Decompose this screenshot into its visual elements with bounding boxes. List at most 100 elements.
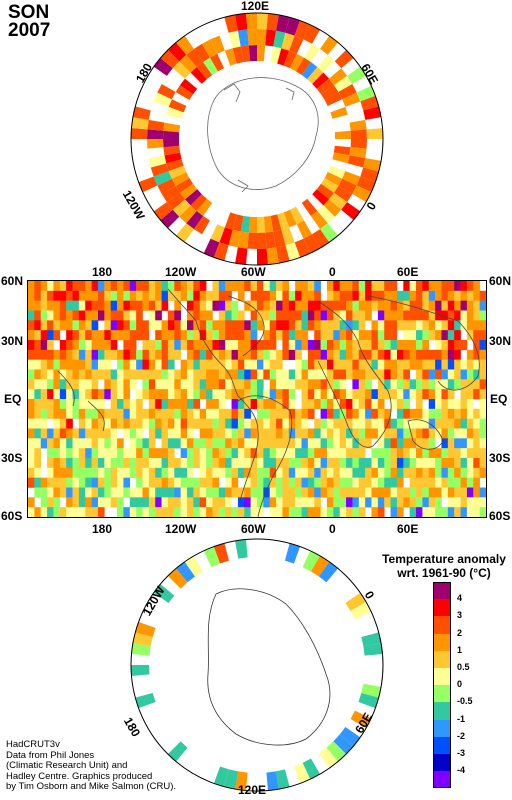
grid-cell xyxy=(193,379,201,390)
legend-swatch xyxy=(433,650,451,668)
grid-cell xyxy=(167,281,175,292)
grid-cell xyxy=(358,487,366,498)
grid-cell xyxy=(326,389,334,400)
grid-cell xyxy=(212,418,220,429)
grid-cell xyxy=(206,340,213,351)
grid-cell xyxy=(257,477,264,488)
grid-cell xyxy=(66,310,73,321)
grid-cell xyxy=(314,349,321,360)
grid-cell xyxy=(377,418,385,429)
grid-cell xyxy=(142,477,150,488)
grid-cell xyxy=(428,448,436,459)
grid-cell xyxy=(441,310,449,321)
grid-cell xyxy=(326,487,334,498)
grid-cell xyxy=(307,359,315,370)
grid-cell xyxy=(85,290,92,301)
polar-cell xyxy=(179,183,198,200)
grid-cell xyxy=(466,349,474,360)
grid-cell xyxy=(295,467,302,478)
grid-cell xyxy=(390,428,398,439)
grid-cell xyxy=(28,379,35,390)
grid-cell xyxy=(199,477,207,488)
grid-cell xyxy=(142,507,150,517)
grid-cell xyxy=(129,448,137,459)
grid-cell xyxy=(28,408,35,419)
grid-cell xyxy=(314,428,321,439)
grid-cell xyxy=(288,477,296,488)
polar-cell xyxy=(277,48,290,66)
grid-cell xyxy=(403,349,410,360)
bottom-lon-0: 0 xyxy=(329,522,336,536)
grid-cell xyxy=(454,281,461,292)
grid-cell xyxy=(129,281,137,292)
grid-cell xyxy=(276,281,283,292)
grid-cell xyxy=(97,281,105,292)
grid-cell xyxy=(307,467,315,478)
grid-cell xyxy=(307,379,315,390)
grid-cell xyxy=(346,458,353,469)
grid-cell xyxy=(396,310,404,321)
grid-cell xyxy=(307,477,315,488)
grid-cell xyxy=(123,320,131,331)
grid-cell xyxy=(403,369,410,380)
grid-cell xyxy=(180,487,188,498)
grid-cell xyxy=(104,487,111,498)
polar-cell xyxy=(360,95,379,111)
grid-cell xyxy=(91,487,99,498)
grid-cell xyxy=(129,320,137,331)
grid-cell xyxy=(422,428,430,439)
grid-cell xyxy=(346,290,353,301)
grid-cell xyxy=(384,467,391,478)
grid-cell xyxy=(104,497,111,508)
grid-cell xyxy=(40,281,48,292)
grid-cell xyxy=(250,379,258,390)
grid-cell xyxy=(326,477,334,488)
grid-cell xyxy=(473,497,480,508)
grid-cell xyxy=(250,281,258,292)
grid-cell xyxy=(479,359,486,370)
grid-cell xyxy=(473,507,480,517)
grid-cell xyxy=(78,507,86,517)
grid-cell xyxy=(454,477,461,488)
grid-cell xyxy=(371,369,379,380)
grid-cell xyxy=(123,349,131,360)
polar-cell xyxy=(160,209,180,229)
grid-cell xyxy=(365,330,372,341)
grid-cell xyxy=(244,477,251,488)
grid-cell xyxy=(218,349,226,360)
polar-cell xyxy=(237,29,249,47)
grid-cell xyxy=(110,300,118,311)
polar-cell xyxy=(301,61,318,80)
grid-cell xyxy=(34,349,42,360)
grid-cell xyxy=(148,418,156,429)
polar-cell xyxy=(237,231,249,249)
grid-cell xyxy=(187,418,194,429)
grid-cell xyxy=(148,379,156,390)
grid-cell xyxy=(479,310,486,321)
grid-cell xyxy=(155,507,162,517)
grid-cell xyxy=(28,349,35,360)
top-lon-180: 180 xyxy=(92,265,113,279)
grid-cell xyxy=(346,399,353,410)
grid-cell xyxy=(78,330,86,341)
grid-cell xyxy=(187,310,194,321)
grid-cell xyxy=(409,349,417,360)
polar-cell xyxy=(179,54,197,73)
grid-cell xyxy=(479,428,486,439)
grid-cell xyxy=(47,477,54,488)
left-lat-eq: EQ xyxy=(4,392,22,406)
grid-cell xyxy=(269,438,277,449)
grid-cell xyxy=(161,408,169,419)
grid-cell xyxy=(199,310,207,321)
grid-cell xyxy=(155,379,162,390)
grid-cell xyxy=(237,418,245,429)
grid-cell xyxy=(326,418,334,429)
grid-cell xyxy=(358,507,366,517)
grid-cell xyxy=(257,438,264,449)
grid-cell xyxy=(314,369,321,380)
grid-cell xyxy=(225,487,232,498)
grid-cell xyxy=(320,438,328,449)
polar-cell xyxy=(175,85,194,100)
grid-cell xyxy=(377,349,385,360)
grid-cell xyxy=(225,497,232,508)
